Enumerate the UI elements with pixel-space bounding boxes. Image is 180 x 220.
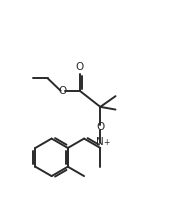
Text: O: O xyxy=(76,62,84,72)
Text: N: N xyxy=(96,137,104,147)
Text: O: O xyxy=(59,86,67,96)
Text: +: + xyxy=(103,138,110,147)
Text: O: O xyxy=(96,122,104,132)
